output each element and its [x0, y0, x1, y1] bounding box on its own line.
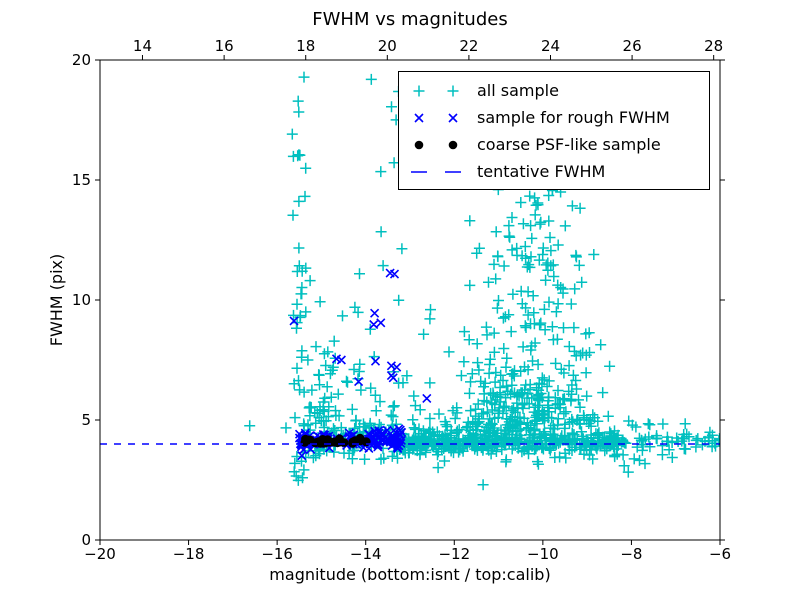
x-tick-label-bottom: −10	[527, 545, 559, 563]
x-tick-label-top: 20	[378, 37, 397, 55]
y-tick-label: 0	[81, 531, 91, 549]
plot-data-layer	[100, 71, 720, 491]
legend-entry-rough-fwhm: sample for rough FWHM	[399, 104, 709, 131]
x-tick-label-top: 18	[296, 37, 315, 55]
x-tick-label-bottom: −16	[261, 545, 293, 563]
legend-box: all sample sample for rough FWHM coarse …	[398, 71, 710, 190]
x-tick-label-bottom: −8	[620, 545, 642, 563]
x-tick-label-bottom: −12	[438, 545, 470, 563]
legend-entry-all-sample: all sample	[399, 77, 709, 104]
legend-label: sample for rough FWHM	[477, 108, 670, 127]
x-tick-label-bottom: −6	[709, 545, 731, 563]
y-tick-label: 15	[72, 171, 91, 189]
legend-label: coarse PSF-like sample	[477, 135, 661, 154]
legend-dot-marker-icon	[414, 140, 458, 149]
legend-plus-marker-icon	[413, 85, 459, 96]
legend-dashed-line-icon	[411, 170, 461, 173]
x-tick-label-bottom: −20	[84, 545, 116, 563]
x-axis-label: magnitude (bottom:isnt / top:calib)	[269, 565, 551, 584]
legend-label: tentative FWHM	[477, 162, 606, 181]
x-tick-label-top: 22	[459, 37, 478, 55]
x-tick-label-top: 26	[623, 37, 642, 55]
x-tick-label-top: 14	[133, 37, 152, 55]
x-tick-label-bottom: −18	[173, 545, 205, 563]
legend-entry-coarse-psf: coarse PSF-like sample	[399, 131, 709, 158]
y-axis-label: FWHM (pix)	[47, 253, 66, 347]
x-tick-label-top: 28	[704, 37, 723, 55]
legend-label: all sample	[477, 81, 559, 100]
x-tick-label-bottom: −14	[350, 545, 382, 563]
y-tick-label: 10	[72, 291, 91, 309]
y-tick-label: 5	[81, 411, 91, 429]
chart-title: FWHM vs magnitudes	[312, 9, 508, 30]
x-tick-label-top: 24	[541, 37, 560, 55]
legend-entry-tentative-fwhm: tentative FWHM	[399, 158, 709, 185]
y-tick-label: 20	[72, 51, 91, 69]
x-tick-label-top: 16	[215, 37, 234, 55]
legend-x-marker-icon	[414, 112, 458, 123]
axis-ticks	[95, 55, 725, 545]
axis-tick-labels: −20 −18 −16 −14 −12 −10 −8 −6 14 16 18 20 22 24 26 28 0 5…	[72, 37, 731, 563]
